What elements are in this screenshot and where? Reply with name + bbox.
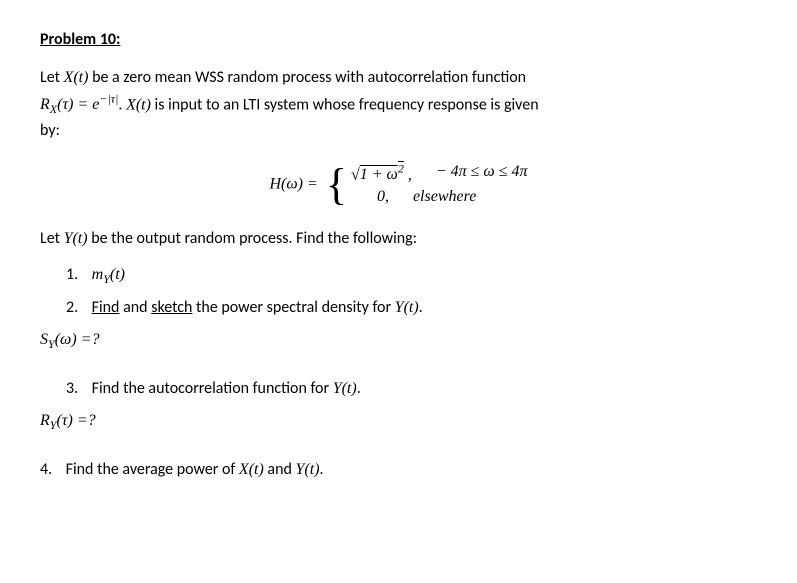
q4-yt: Y(t) <box>296 461 320 478</box>
q2-and: and <box>119 298 151 317</box>
q4-text-e: . <box>320 460 324 479</box>
q1-sub: Y <box>103 272 110 286</box>
q3-num: 3. <box>66 377 88 401</box>
xt-again: X(t) <box>126 96 151 113</box>
case2-right: elsewhere <box>413 186 476 208</box>
intro-paragraph: Let X(t) be a zero mean WSS random proce… <box>40 66 757 143</box>
sy-s: S <box>40 331 48 348</box>
h-omega-equation: H(ω) = { √1 + ω2 , − 4π ≤ ω ≤ 4π 0, else… <box>40 161 757 209</box>
q1-t: (t) <box>110 266 125 283</box>
sy-rest: (ω) =? <box>55 331 100 348</box>
question-3: 3. Find the autocorrelation function for… <box>66 377 757 401</box>
hw-label: H(ω) = <box>270 175 322 192</box>
case1-right: − 4π ≤ ω ≤ 4π <box>436 161 528 187</box>
question-4: 4. Find the average power of X(t) and Y(… <box>40 458 757 482</box>
lti-text: is input to an LTI system whose frequenc… <box>151 95 539 114</box>
q4-text-a: Find the average power of <box>66 460 239 479</box>
q2-rest: the power spectral density for <box>192 298 394 317</box>
let-y-paragraph: Let Y(t) be the output random process. F… <box>40 227 757 251</box>
cases: √1 + ω2 , − 4π ≤ ω ≤ 4π 0, elsewhere <box>351 161 528 209</box>
q3-yt: Y(t) <box>333 380 357 397</box>
q2-period: . <box>419 298 423 317</box>
q1-my: mY(t) <box>92 266 125 283</box>
q3-period: . <box>357 379 361 398</box>
intro-xt: X(t) <box>64 69 89 86</box>
sy-sub: Y <box>48 337 55 351</box>
rx-r: R <box>40 96 50 113</box>
rx-period: . <box>118 95 126 114</box>
rx-eq: (τ) = e <box>57 96 99 113</box>
question-1: 1. mY(t) <box>66 263 757 288</box>
ry-equation: RY(τ) =? <box>40 409 757 434</box>
q4-xt: X(t) <box>239 461 264 478</box>
question-2: 2. Find and sketch the power spectral de… <box>66 296 757 320</box>
ry-rest: (τ) =? <box>56 412 95 429</box>
rx-tau: RX(τ) = e−|τ| <box>40 96 118 113</box>
let-y-c: be the output random process. Find the f… <box>88 229 417 248</box>
yt: Y(t) <box>64 230 88 247</box>
intro-text: Let <box>40 68 64 87</box>
sy-equation: SY(ω) =? <box>40 328 757 353</box>
rx-exp: −|τ| <box>99 92 118 106</box>
q2-num: 2. <box>66 296 88 320</box>
q4-num: 4. <box>40 458 62 482</box>
case2-left: 0, <box>351 186 389 208</box>
q2-find: Find <box>92 298 120 317</box>
intro-text-cont: be a zero mean WSS random process with a… <box>88 68 526 87</box>
q2-yt: Y(t) <box>395 299 419 316</box>
case1-left: √1 + ω2 , <box>351 161 412 187</box>
q3-text: Find the autocorrelation function for <box>92 379 333 398</box>
problem-title: Problem 10: <box>40 28 757 52</box>
by-text: by: <box>40 121 60 140</box>
q1-num: 1. <box>66 263 88 287</box>
sqrt-icon: √ <box>351 166 360 183</box>
let-y-a: Let <box>40 229 64 248</box>
left-brace-icon: { <box>326 165 347 205</box>
q2-sketch: sketch <box>151 298 192 317</box>
q4-text-c: and <box>264 460 296 479</box>
ry-r: R <box>40 412 50 429</box>
radicand: 1 + ω <box>360 166 398 183</box>
q1-m: m <box>92 266 104 283</box>
case1-comma: , <box>404 166 412 183</box>
